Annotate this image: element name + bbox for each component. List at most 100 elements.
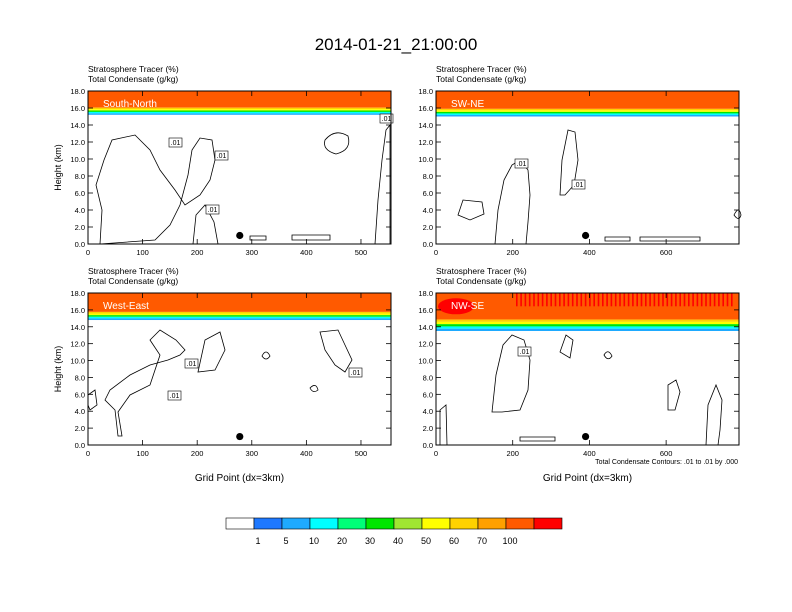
panel-subtitle-tracer: Stratosphere Tracer (%): [88, 266, 179, 276]
y-tick-label: 4.0: [75, 206, 85, 215]
tracer-streak: [606, 293, 608, 307]
tracer-streak: [597, 293, 600, 307]
x-tick-label: 300: [246, 449, 259, 458]
y-tick-label: 16.0: [418, 104, 433, 113]
panel-subtitle-condensate: Total Condensate (g/kg): [436, 276, 526, 286]
tracer-maximum: [438, 298, 474, 315]
tracer-streak: [567, 293, 570, 307]
x-axis-label: Grid Point (dx=3km): [543, 473, 632, 484]
y-tick-label: 8.0: [423, 172, 433, 181]
contour-label-box: [214, 150, 229, 161]
colorbar-box: [477, 517, 507, 530]
tracer-streak: [722, 293, 724, 307]
contour-label-box: [379, 113, 394, 124]
plot-frame: [87, 292, 392, 446]
tracer-band: [88, 318, 391, 321]
tracer-streak: [589, 293, 591, 307]
tracer-streak: [683, 293, 686, 307]
tracer-streak: [593, 293, 595, 307]
contour-label-box: [517, 346, 532, 357]
y-tick-label: 12.0: [70, 340, 85, 349]
tracer-band: [88, 316, 391, 319]
colorbar-box: [253, 517, 283, 530]
chart-panel-1: Stratosphere Tracer (%)Total Condensate …: [53, 64, 394, 257]
panels-group: Stratosphere Tracer (%)Total Condensate …: [53, 64, 742, 484]
tracer-band: [436, 326, 739, 329]
tracer-streak: [679, 293, 681, 307]
x-tick-label: 0: [86, 449, 90, 458]
tracer-streak: [614, 293, 617, 307]
y-tick-label: 0.0: [423, 240, 433, 249]
y-tick-label: 14.0: [70, 121, 85, 130]
y-tick-label: 0.0: [75, 441, 85, 450]
tracer-streak: [541, 293, 544, 307]
y-tick-label: 6.0: [75, 189, 85, 198]
tracer-band: [88, 109, 391, 111]
tracer-streak: [584, 293, 587, 307]
tracer-streak: [696, 293, 699, 307]
y-tick-label: 10.0: [70, 357, 85, 366]
y-tick-label: 10.0: [418, 357, 433, 366]
contour-label: .01: [520, 349, 530, 356]
tracer-streak: [580, 293, 583, 307]
condensate-contour: [639, 236, 701, 242]
y-tick-label: 4.0: [423, 206, 433, 215]
plot-frame: [435, 90, 740, 245]
x-tick-label: 200: [191, 248, 204, 257]
colorbar-box: [309, 517, 339, 530]
tracer-streak: [657, 293, 660, 307]
y-tick-label: 14.0: [418, 121, 433, 130]
y-tick-label: 16.0: [418, 306, 433, 315]
colorbar-label: 1: [255, 536, 260, 546]
tracer-streak: [619, 293, 621, 307]
panel-subtitle-tracer: Stratosphere Tracer (%): [436, 64, 527, 74]
x-tick-label: 100: [136, 248, 149, 257]
condensate-contour: [559, 129, 579, 196]
y-tick-label: 10.0: [70, 155, 85, 164]
colorbar-label: 20: [337, 536, 347, 546]
condensate-contour: [104, 329, 186, 437]
tracer-streak: [563, 293, 565, 307]
x-tick-label: 200: [191, 449, 204, 458]
condensate-contour: [197, 331, 226, 373]
condensate-contour: [324, 132, 350, 155]
panel-subtitle-tracer: Stratosphere Tracer (%): [436, 266, 527, 276]
tracer-band: [436, 319, 739, 322]
y-tick-label: 2.0: [423, 424, 433, 433]
colorbar-box: [225, 517, 255, 530]
x-tick-label: 200: [506, 248, 519, 257]
y-tick-label: 12.0: [418, 138, 433, 147]
x-tick-label: 600: [660, 248, 673, 257]
y-tick-label: 6.0: [423, 189, 433, 198]
contour-label-box: [514, 158, 529, 169]
condensate-contour: [319, 329, 353, 373]
tracer-band: [88, 107, 391, 110]
x-tick-label: 400: [300, 248, 313, 257]
y-axis-label: Height (km): [53, 346, 63, 393]
location-marker: [236, 432, 244, 441]
y-tick-label: 0.0: [75, 240, 85, 249]
tracer-band: [436, 110, 739, 112]
panel-label: NW-SE: [451, 301, 484, 312]
y-tick-label: 16.0: [70, 104, 85, 113]
condensate-contour: [604, 236, 631, 242]
tracer-streak: [520, 293, 522, 307]
x-tick-label: 0: [86, 248, 90, 257]
condensate-contour: [733, 209, 742, 219]
tracer-streak: [731, 293, 733, 307]
tracer-band: [88, 113, 391, 115]
tracer-band: [88, 91, 391, 108]
panel-subtitle-condensate: Total Condensate (g/kg): [88, 74, 178, 84]
tracer-streak: [576, 293, 578, 307]
contour-label: .01: [170, 393, 180, 400]
tracer-band: [436, 91, 739, 109]
condensate-contour: [603, 351, 613, 360]
tracer-band: [436, 113, 739, 115]
tracer-streak: [692, 293, 694, 307]
tracer-streak: [670, 293, 673, 307]
chart-panel-2: Stratosphere Tracer (%)Total Condensate …: [418, 64, 742, 257]
contour-label-box: [348, 367, 363, 378]
contour-label: .01: [171, 140, 181, 147]
